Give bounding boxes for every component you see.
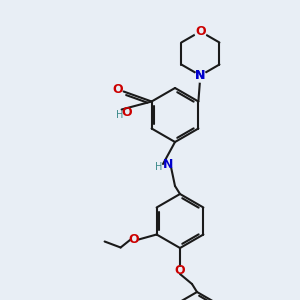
Text: O: O xyxy=(175,265,185,278)
Text: O: O xyxy=(195,25,206,38)
Text: N: N xyxy=(195,69,206,82)
Text: H: H xyxy=(155,162,163,172)
Text: H: H xyxy=(116,110,123,119)
Text: N: N xyxy=(163,158,173,172)
Text: O: O xyxy=(112,83,123,96)
Text: O: O xyxy=(121,106,132,119)
Text: N: N xyxy=(195,69,206,82)
Text: O: O xyxy=(128,233,139,246)
